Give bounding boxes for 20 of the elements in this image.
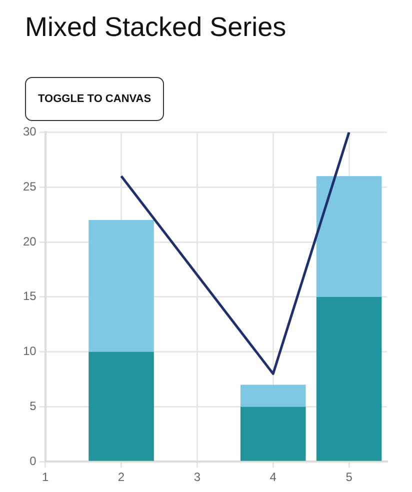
bar [240,384,306,407]
y-tick-label: 5 [30,399,37,414]
chart-title: Mixed Stacked Series [25,12,286,43]
y-tick-label: 10 [22,344,37,358]
bar [88,352,154,461]
bar [88,220,154,352]
bar [240,406,306,461]
y-tick-label: 30 [22,124,37,139]
x-tick-label: 1 [42,470,50,484]
x-tick-label: 5 [346,470,353,484]
x-tick-label: 2 [118,470,125,484]
bar [316,176,382,297]
y-tick-label: 20 [22,234,37,248]
y-tick-label: 0 [30,454,37,468]
bar [316,296,382,461]
y-tick-label: 15 [22,289,37,304]
x-tick-label: 4 [270,470,277,484]
text: TOGGLE TO CANVAS [25,77,164,121]
y-tick-label: 25 [22,179,37,194]
x-tick-label: 3 [194,470,201,484]
